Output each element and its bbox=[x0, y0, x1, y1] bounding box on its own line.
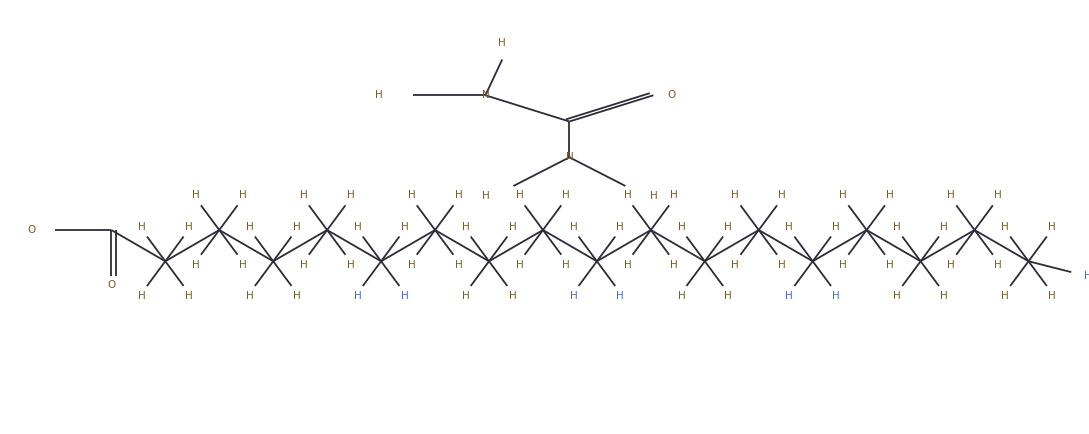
Text: H: H bbox=[779, 260, 786, 270]
Text: H: H bbox=[1048, 291, 1056, 301]
Text: H: H bbox=[616, 221, 624, 232]
Text: H: H bbox=[671, 260, 678, 270]
Text: H: H bbox=[299, 190, 307, 201]
Text: H: H bbox=[671, 190, 678, 201]
Text: H: H bbox=[354, 291, 362, 301]
Text: H: H bbox=[570, 221, 577, 232]
Text: H: H bbox=[724, 291, 732, 301]
Text: H: H bbox=[947, 260, 955, 270]
Text: H: H bbox=[677, 291, 685, 301]
Text: H: H bbox=[840, 190, 847, 201]
Text: H: H bbox=[192, 260, 199, 270]
Text: H: H bbox=[832, 291, 840, 301]
Text: H: H bbox=[401, 221, 408, 232]
Text: H: H bbox=[1001, 291, 1010, 301]
Text: H: H bbox=[462, 291, 469, 301]
Text: H: H bbox=[893, 291, 901, 301]
Text: H: H bbox=[454, 260, 463, 270]
Text: H: H bbox=[138, 291, 146, 301]
Text: H: H bbox=[293, 291, 301, 301]
Text: H: H bbox=[185, 221, 193, 232]
Text: H: H bbox=[509, 291, 516, 301]
Text: H: H bbox=[947, 190, 955, 201]
Text: H: H bbox=[246, 291, 254, 301]
Text: H: H bbox=[779, 190, 786, 201]
Text: H: H bbox=[462, 221, 469, 232]
Text: H: H bbox=[238, 190, 246, 201]
Text: H: H bbox=[454, 190, 463, 201]
Text: H: H bbox=[732, 260, 739, 270]
Text: H: H bbox=[724, 221, 732, 232]
Text: H: H bbox=[570, 291, 577, 301]
Text: H: H bbox=[785, 291, 793, 301]
Text: H: H bbox=[246, 221, 254, 232]
Text: H: H bbox=[1084, 271, 1089, 282]
Text: H: H bbox=[563, 260, 571, 270]
Text: H: H bbox=[299, 260, 307, 270]
Text: H: H bbox=[563, 190, 571, 201]
Text: H: H bbox=[354, 221, 362, 232]
Text: H: H bbox=[624, 190, 632, 201]
Text: H: H bbox=[940, 291, 947, 301]
Text: H: H bbox=[832, 221, 840, 232]
Text: H: H bbox=[1048, 221, 1056, 232]
Text: H: H bbox=[401, 291, 408, 301]
Text: H: H bbox=[407, 260, 416, 270]
Text: H: H bbox=[238, 260, 246, 270]
Text: H: H bbox=[994, 190, 1002, 201]
Text: H: H bbox=[732, 190, 739, 201]
Text: H: H bbox=[346, 190, 354, 201]
Text: H: H bbox=[407, 190, 416, 201]
Text: H: H bbox=[138, 221, 146, 232]
Text: N: N bbox=[565, 152, 573, 162]
Text: H: H bbox=[840, 260, 847, 270]
Text: H: H bbox=[893, 221, 901, 232]
Text: H: H bbox=[185, 291, 193, 301]
Text: H: H bbox=[886, 260, 894, 270]
Text: O: O bbox=[668, 90, 676, 100]
Text: H: H bbox=[509, 221, 516, 232]
Text: H: H bbox=[785, 221, 793, 232]
Text: H: H bbox=[886, 190, 894, 201]
Text: H: H bbox=[649, 191, 658, 201]
Text: H: H bbox=[481, 191, 489, 201]
Text: H: H bbox=[499, 38, 506, 48]
Text: O: O bbox=[28, 225, 36, 235]
Text: O: O bbox=[107, 280, 115, 290]
Text: H: H bbox=[994, 260, 1002, 270]
Text: H: H bbox=[516, 260, 524, 270]
Text: H: H bbox=[293, 221, 301, 232]
Text: H: H bbox=[346, 260, 354, 270]
Text: H: H bbox=[192, 190, 199, 201]
Text: H: H bbox=[376, 90, 383, 100]
Text: N: N bbox=[481, 90, 489, 100]
Text: H: H bbox=[1001, 221, 1010, 232]
Text: H: H bbox=[940, 221, 947, 232]
Text: H: H bbox=[624, 260, 632, 270]
Text: H: H bbox=[616, 291, 624, 301]
Text: H: H bbox=[516, 190, 524, 201]
Text: H: H bbox=[677, 221, 685, 232]
